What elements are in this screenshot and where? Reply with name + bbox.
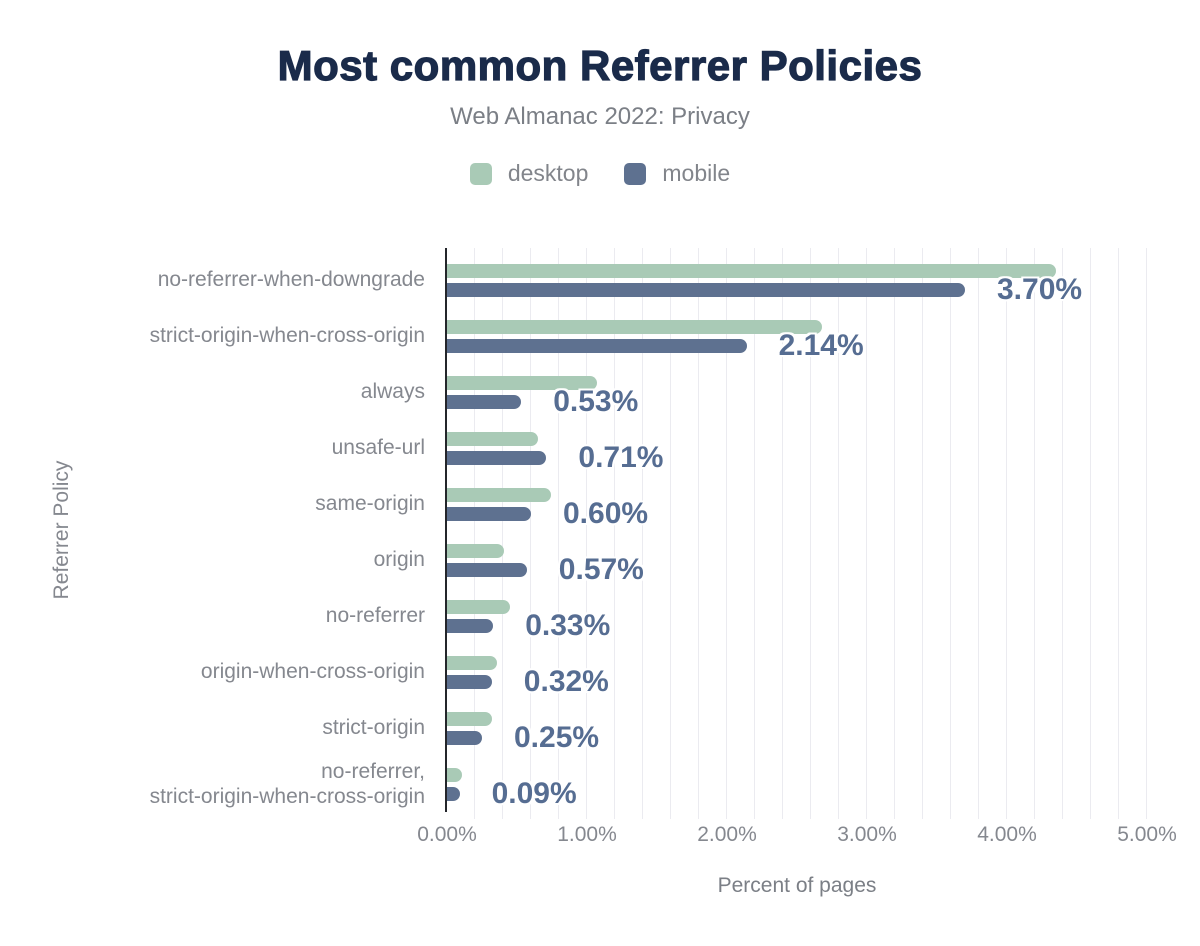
desktop-bar[interactable] [447, 655, 498, 670]
category-label: origin [373, 548, 425, 572]
category-label: origin-when-cross-origin [200, 660, 425, 684]
x-axis-tick: 1.00% [557, 823, 617, 846]
value-label: 0.09% [491, 776, 577, 810]
bar-row: 0.32% [447, 644, 1161, 700]
legend-item-desktop: desktop [469, 160, 589, 187]
desktop-legend-swatch-icon [469, 162, 492, 185]
value-label: 0.57% [558, 552, 644, 586]
mobile-legend-label: mobile [662, 160, 731, 186]
mobile-bar[interactable] [447, 618, 494, 633]
desktop-bar[interactable] [447, 319, 823, 334]
value-label: 2.14% [778, 328, 864, 362]
value-label: 0.60% [563, 496, 649, 530]
legend-item-mobile: mobile [624, 160, 730, 187]
mobile-bar[interactable] [447, 506, 531, 521]
category-label: no-referrer-when-downgrade [157, 268, 425, 292]
x-axis-title: Percent of pages [717, 874, 877, 897]
chart-subtitle: Web Almanac 2022: Privacy [450, 103, 750, 130]
desktop-bar[interactable] [447, 431, 538, 446]
category-label: strict-origin-when-cross-origin [149, 324, 425, 348]
category-label: always [360, 380, 425, 404]
desktop-bar[interactable] [447, 599, 510, 614]
category-label: unsafe-url [331, 436, 425, 460]
category-label: no-referrer, strict-origin-when-cross-or… [149, 759, 425, 808]
value-label: 0.53% [553, 384, 639, 418]
x-axis-tick-marks [447, 812, 1163, 819]
desktop-bar[interactable] [447, 767, 463, 782]
desktop-bar[interactable] [447, 263, 1056, 278]
bar-row: 0.57% [447, 532, 1161, 588]
mobile-bar[interactable] [447, 730, 482, 745]
bar-row: 0.25% [447, 700, 1161, 756]
desktop-bar[interactable] [447, 375, 597, 390]
mobile-bar[interactable] [447, 674, 492, 689]
category-label: same-origin [315, 492, 425, 516]
y-axis-category-labels: no-referrer-when-downgrade strict-origin-… [0, 248, 434, 812]
mobile-bar[interactable] [447, 450, 547, 465]
x-axis-tick: 4.00% [977, 823, 1037, 846]
value-label: 0.25% [514, 720, 600, 754]
mobile-bar[interactable] [447, 786, 460, 801]
bar-row: 0.09% [447, 756, 1161, 812]
x-axis-tick: 3.00% [837, 823, 897, 846]
desktop-bar[interactable] [447, 487, 551, 502]
x-axis-tick: 2.00% [697, 823, 757, 846]
desktop-bar[interactable] [447, 711, 492, 726]
x-axis-tick-labels: 0.00% 1.00% 2.00% 3.00% 4.00% 5.00% [417, 823, 1177, 849]
value-label: 0.33% [525, 608, 611, 642]
bar-row: 0.33% [447, 588, 1161, 644]
category-label: strict-origin [322, 716, 425, 740]
x-axis-tick: 5.00% [1117, 823, 1177, 846]
value-label: 0.71% [578, 440, 664, 474]
mobile-legend-swatch-icon [624, 162, 647, 185]
bar-row: 0.71% [447, 420, 1161, 476]
bar-row: 0.53% [447, 364, 1161, 420]
x-axis-tick: 0.00% [417, 823, 477, 846]
mobile-bar[interactable] [447, 562, 527, 577]
category-label: no-referrer [325, 604, 425, 628]
mobile-bar[interactable] [447, 282, 965, 297]
mobile-bar[interactable] [447, 338, 747, 353]
bar-row: 0.60% [447, 476, 1161, 532]
desktop-legend-label: desktop [507, 160, 589, 186]
mobile-bar[interactable] [447, 394, 522, 409]
value-label: 3.70% [997, 272, 1083, 306]
desktop-bar[interactable] [447, 543, 505, 558]
value-label: 0.32% [523, 664, 609, 698]
bar-row: 3.70% [447, 252, 1161, 308]
bar-row: 2.14% [447, 308, 1161, 364]
legend: desktop mobile [0, 160, 1200, 187]
plot-area: 3.70% 2.14% 0.53% 0.71% 0.60% 0.57% 0.33% 0.32%… [445, 248, 1161, 812]
chart-title: Most common Referrer Policies [277, 41, 923, 89]
